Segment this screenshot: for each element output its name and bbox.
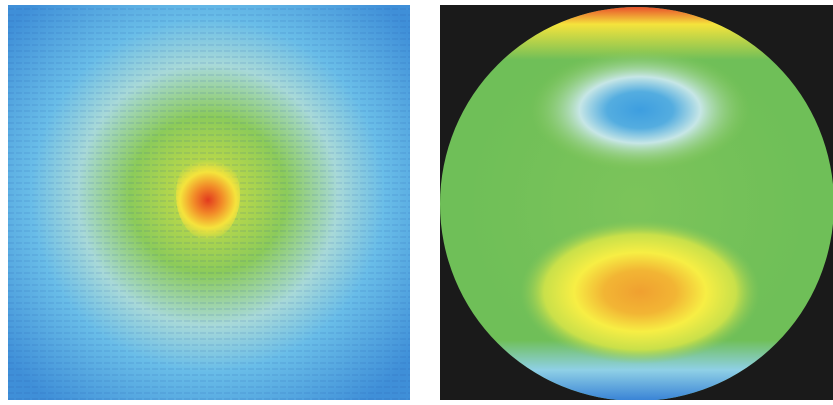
left-image (8, 5, 410, 400)
figure (0, 0, 833, 405)
right-image (440, 5, 833, 400)
hot-spot (176, 150, 240, 240)
page (0, 0, 833, 405)
warm-lobe (440, 5, 833, 400)
